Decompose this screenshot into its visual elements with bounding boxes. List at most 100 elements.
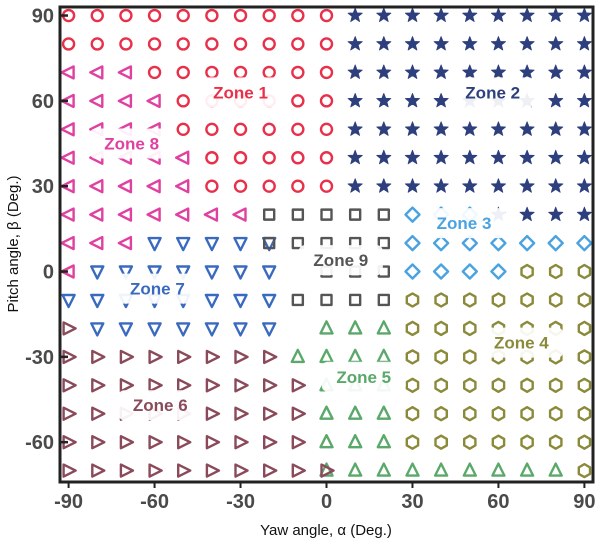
triangle-left-marker	[146, 93, 161, 109]
star-marker	[548, 178, 564, 193]
zone-7-series	[61, 236, 277, 337]
triangle-up-marker	[548, 462, 563, 477]
zone-8-label: Zone 8	[104, 135, 159, 154]
triangle-down-marker	[262, 265, 277, 280]
triangle-right-marker	[62, 463, 77, 478]
triangle-right-marker	[263, 435, 278, 450]
circle-marker	[147, 8, 162, 23]
triangle-up-marker	[319, 320, 334, 335]
y-tick-label: -30	[25, 347, 54, 369]
star-marker	[347, 93, 363, 108]
star-marker	[376, 121, 392, 136]
triangle-down-marker	[262, 322, 277, 337]
square-marker	[377, 236, 391, 250]
triangle-up-marker	[376, 320, 391, 335]
star-marker	[576, 178, 592, 193]
circle-marker	[90, 8, 104, 23]
triangle-right-marker	[148, 349, 163, 365]
star-marker	[433, 7, 449, 23]
triangle-right-marker	[119, 435, 135, 450]
triangle-up-marker	[376, 434, 391, 449]
hexagon-marker	[548, 434, 563, 450]
circle-marker	[233, 65, 248, 80]
star-marker	[376, 64, 392, 79]
triangle-left-marker	[89, 93, 104, 109]
triangle-up-marker	[462, 462, 477, 477]
triangle-down-marker	[175, 265, 191, 280]
hexagon-marker	[405, 406, 420, 422]
triangle-right-marker	[148, 435, 163, 450]
triangle-up-marker	[319, 405, 334, 420]
triangle-left-marker	[60, 235, 75, 251]
square-marker	[377, 208, 391, 221]
circle-marker	[147, 37, 162, 51]
circle-marker	[61, 37, 76, 51]
triangle-right-marker	[205, 406, 221, 421]
circle-marker	[262, 8, 276, 23]
circle-marker	[262, 65, 276, 80]
zone-1-label: Zone 1	[213, 83, 268, 102]
star-marker	[576, 206, 592, 222]
triangle-down-marker	[90, 265, 105, 280]
triangle-down-marker	[147, 265, 162, 280]
hexagon-marker	[463, 349, 477, 365]
star-marker	[462, 178, 478, 193]
circle-marker	[176, 65, 190, 80]
star-marker	[433, 64, 449, 79]
triangle-right-marker	[176, 435, 192, 450]
y-axis-label: Pitch angle, β (Deg.)	[5, 175, 22, 312]
triangle-left-marker	[203, 207, 219, 222]
star-marker	[404, 149, 421, 165]
triangle-down-marker	[204, 236, 220, 252]
circle-marker	[176, 122, 190, 137]
triangle-left-marker	[174, 178, 190, 194]
zone-2-series	[347, 7, 592, 222]
hexagon-marker	[434, 349, 448, 365]
triangle-right-marker	[291, 435, 306, 450]
triangle-down-marker	[233, 265, 248, 280]
triangle-right-marker	[205, 378, 221, 393]
y-tick-label: 60	[32, 91, 54, 113]
circle-marker	[319, 94, 334, 108]
triangle-right-marker	[91, 463, 106, 478]
hexagon-marker	[491, 434, 506, 450]
y-tick-label: 0	[43, 262, 54, 284]
hexagon-marker	[577, 349, 592, 365]
zone-2-label: Zone 2	[465, 83, 520, 102]
hexagon-marker	[548, 377, 563, 393]
circle-marker	[291, 65, 305, 80]
x-tick-label: 90	[573, 491, 595, 513]
triangle-right-marker	[91, 406, 106, 421]
hexagon-marker	[520, 434, 534, 450]
square-marker	[291, 293, 305, 307]
circle-marker	[319, 8, 334, 23]
star-marker	[376, 7, 392, 23]
triangle-right-marker	[320, 463, 335, 478]
zone-9-series	[262, 208, 391, 307]
y-tick-label: 30	[32, 176, 54, 198]
triangle-left-marker	[60, 122, 75, 137]
star-marker	[433, 36, 449, 51]
triangle-up-marker	[348, 320, 363, 335]
hexagon-marker	[434, 320, 448, 337]
triangle-right-marker	[176, 463, 192, 478]
star-marker	[490, 178, 507, 193]
triangle-right-marker	[176, 349, 192, 365]
circle-marker	[319, 151, 334, 165]
x-tick-label: 60	[487, 491, 509, 513]
triangle-up-marker	[290, 348, 305, 364]
axis-ticks: -90 -60 -30 0 30 60 90 90 60 30 0 -30 -60	[25, 6, 595, 513]
hexagon-marker	[548, 263, 563, 280]
triangle-right-marker	[234, 378, 249, 393]
triangle-up-marker	[348, 462, 363, 477]
zone-5-label: Zone 5	[336, 368, 391, 387]
zone-label-background	[198, 77, 283, 108]
hexagon-marker	[577, 320, 592, 337]
circle-marker	[319, 65, 334, 80]
triangle-left-marker	[60, 93, 75, 109]
data-markers	[60, 7, 593, 479]
star-marker	[519, 64, 535, 79]
star-marker	[548, 7, 564, 23]
star-marker	[462, 149, 478, 165]
star-marker	[576, 36, 592, 51]
